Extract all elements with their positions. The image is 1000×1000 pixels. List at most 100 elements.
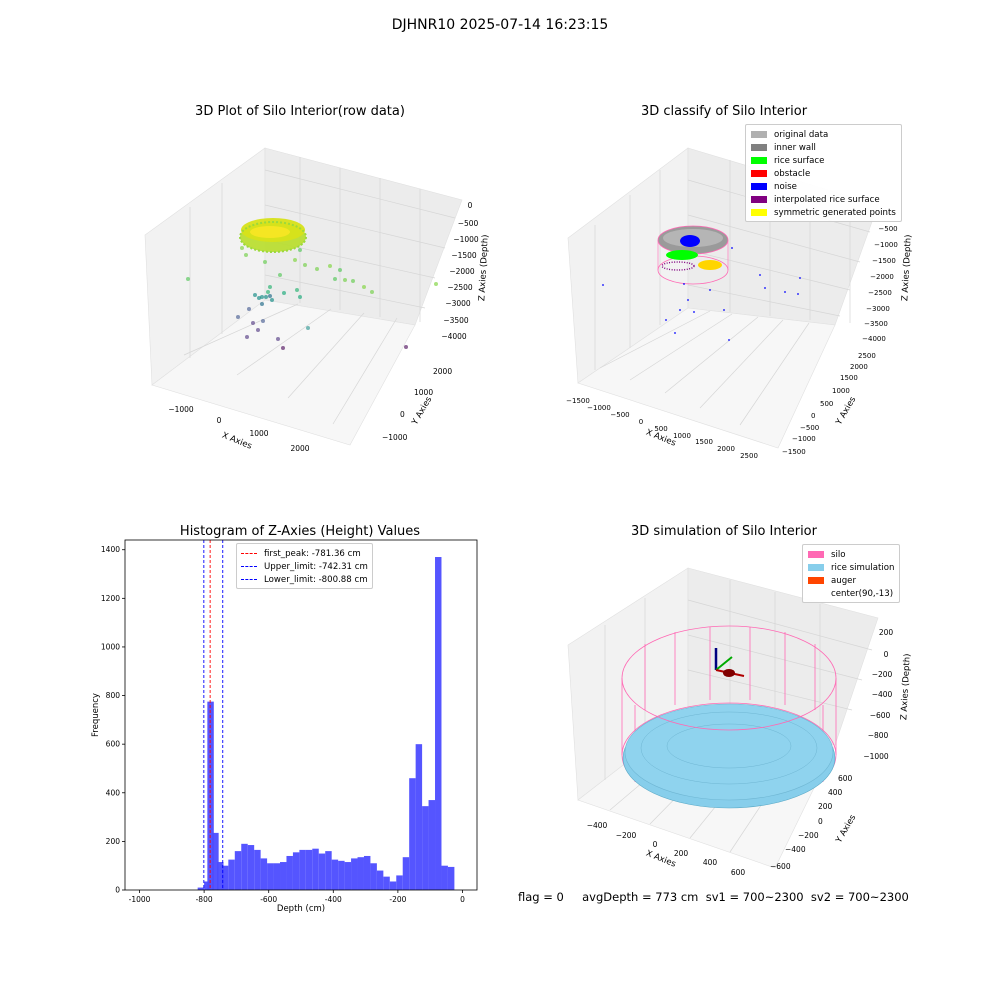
panel2-tick-x: −1000	[587, 404, 611, 412]
legend-line	[241, 566, 257, 567]
legend-label: interpolated rice surface	[774, 194, 880, 205]
panel4-tick-z: −800	[868, 731, 889, 740]
legend-swatch	[808, 590, 824, 597]
legend-item-lower-limit: Lower_limit: -800.88 cm	[241, 573, 368, 586]
x-tick-label: -800	[196, 895, 213, 904]
legend-label: noise	[774, 181, 797, 192]
panel4-tick-x: 600	[731, 868, 746, 877]
panel4-rice-surface	[622, 703, 836, 809]
panel2-grid	[594, 160, 871, 426]
panel1-tick-x: 1000	[249, 429, 268, 438]
histogram-bar	[363, 855, 371, 890]
panel4-tick-y: 0	[818, 817, 823, 826]
legend-label: center(90,-13)	[831, 588, 894, 599]
legend-label: auger	[831, 575, 856, 586]
y-tick-label: 1000	[101, 642, 120, 651]
histogram-bar	[286, 855, 293, 890]
panel1-title: 3D Plot of Silo Interior(row data)	[195, 104, 405, 119]
histogram-bar	[441, 865, 448, 890]
panel4-tick-x: 0	[653, 840, 658, 849]
histogram-bar	[254, 849, 261, 890]
histogram-bars	[197, 557, 455, 890]
panel2-legend: original data inner wall rice surface ob…	[745, 124, 902, 222]
legend-item-first-peak: first_peak: -781.36 cm	[241, 547, 368, 560]
panel1-tick-x: −1000	[168, 405, 194, 414]
panel2-tick-x: 0	[639, 418, 643, 426]
histogram-bar	[217, 862, 224, 890]
panel2-tick-y: −1000	[792, 435, 816, 443]
y-tick-label: 600	[106, 740, 121, 749]
histogram-bar	[280, 862, 287, 890]
legend-swatch	[751, 131, 767, 138]
panel1-tick-x: 0	[217, 416, 222, 425]
x-tick-label: -200	[389, 895, 406, 904]
panel2-tick-y: 2000	[850, 363, 868, 371]
legend-label: first_peak: -781.36 cm	[264, 548, 361, 559]
panel4-tick-z: −600	[870, 711, 891, 720]
histogram-bar	[338, 860, 345, 890]
panel2-3d-scatter: −1500 −1000 −500 0 500 1000 1500 2000 25…	[566, 147, 914, 460]
panel2-tick-z: −4000	[862, 335, 886, 343]
panel3-histogram: -1000 -800 -600 -400 -200 0 0 200 400 600 800 1000…	[91, 539, 478, 914]
panel4-zlabel: Z Axies (Depth)	[899, 653, 912, 720]
panel2-tick-z: −1500	[872, 257, 896, 265]
histogram-bar	[325, 851, 332, 890]
histogram-bar	[292, 852, 300, 890]
histogram-bar	[221, 865, 229, 890]
panel4-legend: silo rice simulation auger center(90,-13…	[802, 544, 901, 603]
panel2-tick-x: 1000	[673, 432, 691, 440]
histogram-bar	[299, 849, 306, 890]
histogram-bar	[212, 832, 219, 890]
panel1-sparse-points	[186, 246, 438, 350]
x-tick-label: -400	[325, 895, 342, 904]
histogram-bar	[241, 843, 248, 890]
legend-swatch	[751, 183, 767, 190]
histogram-bar	[357, 857, 364, 890]
panel4-ylabel: Y Axies	[834, 813, 859, 846]
panel2-tick-y: 0	[811, 412, 815, 420]
panel4-3d-simulation: −400 −200 0 200 400 600 X Axies −600 −40…	[567, 567, 913, 877]
legend-label: Upper_limit: -742.31 cm	[264, 561, 368, 572]
legend-label: symmetric generated points	[774, 207, 896, 218]
histogram-bar	[197, 887, 205, 890]
legend-swatch	[808, 564, 824, 571]
panel4-tick-y: 200	[818, 802, 833, 811]
x-tick-label: 0	[460, 895, 465, 904]
panel2-tick-y: 1000	[832, 387, 850, 395]
histogram-bar	[370, 863, 377, 890]
legend-swatch	[751, 144, 767, 151]
histogram-bar	[351, 858, 358, 890]
histogram-bar	[389, 881, 397, 890]
panel2-tick-z: −2000	[870, 273, 894, 281]
histogram-bar	[428, 800, 436, 890]
panel4-tick-z: −200	[872, 670, 893, 679]
legend-item-symmetric-generated-points: symmetric generated points	[751, 206, 896, 219]
panel2-tick-z: −3000	[866, 305, 890, 313]
panel4-tick-y: −200	[798, 831, 819, 840]
panel1-zlabel: Z Axies (Depth)	[477, 234, 490, 301]
panel1-tick-z: −500	[458, 219, 479, 228]
figure-suptitle: DJHNR10 2025-07-14 16:23:15	[391, 17, 609, 33]
legend-item-inner-wall: inner wall	[751, 141, 896, 154]
histogram-bar	[402, 857, 410, 890]
panel2-tick-y: 2500	[858, 352, 876, 360]
legend-item-upper-limit: Upper_limit: -742.31 cm	[241, 560, 368, 573]
y-tick-label: 800	[106, 691, 121, 700]
panel2-tick-y: −1500	[782, 448, 806, 456]
histogram-legend: first_peak: -781.36 cm Upper_limit: -742…	[236, 543, 373, 589]
panel4-auger	[714, 648, 745, 677]
legend-swatch	[751, 196, 767, 203]
panel1-tick-z: −2000	[449, 267, 475, 276]
histogram-bar	[312, 848, 319, 890]
panel1-tick-z: −3500	[443, 316, 469, 325]
panel2-noise-points	[602, 247, 801, 341]
panel1-panes	[144, 147, 463, 446]
panel2-tick-y: 1500	[840, 374, 858, 382]
y-tick-label: 400	[106, 788, 121, 797]
panel1-3d-scatter: −1000 0 1000 2000 X Axies −1000 0 1000 2…	[144, 147, 491, 453]
panel4-tick-z: −400	[872, 690, 893, 699]
panel4-title: 3D simulation of Silo Interior	[631, 524, 817, 539]
panel1-tick-z: −3000	[445, 299, 471, 308]
panel2-tick-z: −1000	[874, 241, 898, 249]
legend-item-rice-simulation: rice simulation	[808, 561, 894, 574]
